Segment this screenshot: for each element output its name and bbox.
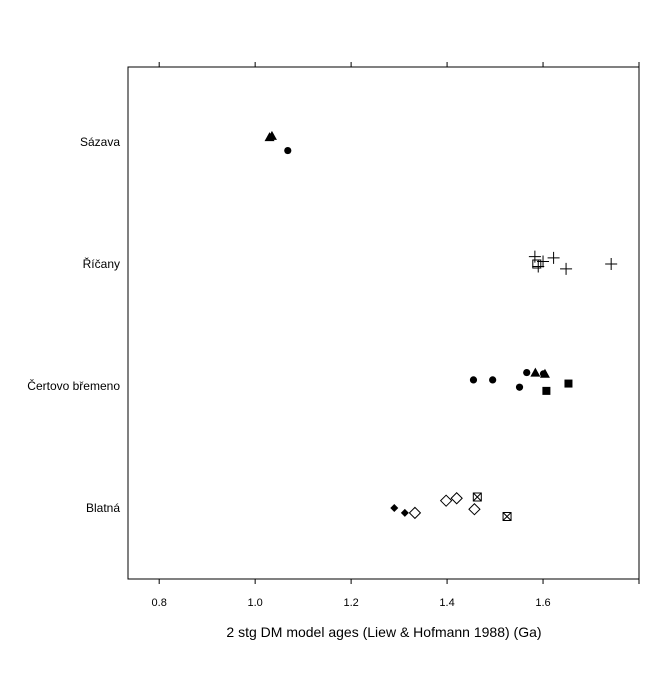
category-label: Sázava xyxy=(80,135,120,149)
category-label: Blatná xyxy=(86,501,120,515)
data-point-plus xyxy=(560,262,573,275)
data-point-circle xyxy=(523,368,531,377)
data-point-square-x xyxy=(472,492,482,502)
data-point-plus xyxy=(537,255,550,268)
data-point-circle xyxy=(489,376,497,384)
data-point-triangle xyxy=(266,130,277,140)
category-labels: Blatná Čertovo břemeno Říčany Sázava xyxy=(27,135,120,515)
axis-ticks: 0.8 1.0 1.2 1.4 1.6 xyxy=(152,62,640,609)
x-tick-label: 0.8 xyxy=(152,597,167,609)
x-tick-label: 1.2 xyxy=(343,597,358,609)
data-point-plus xyxy=(605,258,618,270)
data-point-plus xyxy=(532,260,545,273)
data-point-circle xyxy=(515,383,524,391)
data-point-square-x xyxy=(502,512,512,522)
data-point-square xyxy=(542,386,551,395)
data-point-diamond xyxy=(390,504,399,512)
data-point-plus xyxy=(528,250,541,263)
data-point-square xyxy=(564,379,573,388)
data-point-plus xyxy=(547,251,560,264)
data-point-diamond xyxy=(400,508,409,517)
data-point-diamond-open xyxy=(408,506,422,520)
data-point-square-open xyxy=(532,259,542,269)
data-point-diamond-open xyxy=(450,492,463,505)
category-label: Čertovo břemeno xyxy=(27,378,120,393)
data-point-circle xyxy=(469,376,478,384)
x-tick-label: 1.4 xyxy=(439,597,454,609)
data-point-diamond-open xyxy=(439,494,453,507)
data-points xyxy=(264,130,618,522)
plot-frame xyxy=(127,66,640,580)
x-axis-title: 2 stg DM model ages (Liew & Hofmann 1988… xyxy=(226,624,541,640)
data-point-circle xyxy=(284,146,292,155)
x-tick-label: 1.0 xyxy=(248,597,263,609)
data-point-triangle xyxy=(539,368,550,378)
category-label: Říčany xyxy=(83,256,120,271)
data-point-diamond-open xyxy=(468,503,481,516)
x-tick-label: 1.6 xyxy=(535,597,550,609)
data-point-triangle xyxy=(530,367,541,377)
